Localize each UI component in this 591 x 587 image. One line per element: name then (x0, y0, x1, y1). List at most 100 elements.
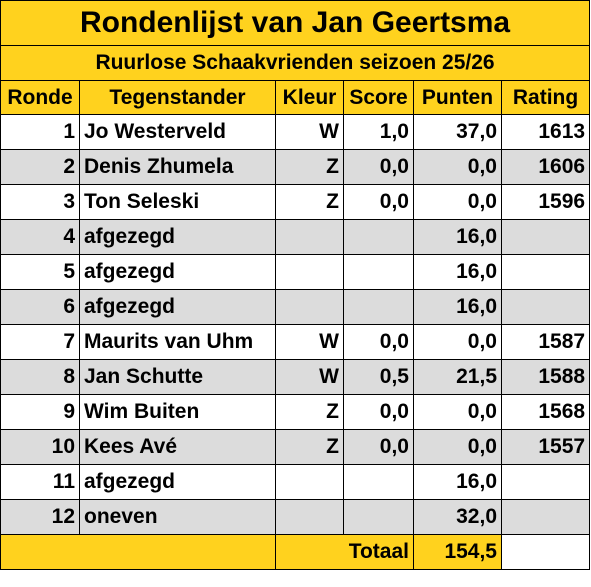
cell-rating (500, 254, 591, 290)
table-row: 5 afgezegd 16,0 (0, 254, 591, 290)
cell-score: 1,0 (343, 114, 414, 150)
cell-tegenstander: Jo Westerveld (79, 114, 276, 150)
cell-ronde: 4 (0, 219, 80, 255)
cell-rating: 1587 (500, 324, 591, 360)
table-row: 10 Kees Avé Z 0,0 0,0 1557 (0, 429, 591, 465)
cell-ronde: 10 (0, 429, 80, 465)
cell-tegenstander: Ton Seleski (79, 184, 276, 220)
header-punten: Punten (413, 80, 502, 115)
cell-punten: 32,0 (413, 499, 502, 535)
cell-kleur (275, 464, 344, 500)
total-spacer (0, 534, 276, 570)
cell-ronde: 2 (0, 149, 80, 185)
cell-tegenstander: afgezegd (79, 289, 276, 325)
cell-punten: 0,0 (413, 429, 502, 465)
cell-tegenstander: Denis Zhumela (79, 149, 276, 185)
cell-score: 0,0 (343, 429, 414, 465)
table-row: 2 Denis Zhumela Z 0,0 0,0 1606 (0, 149, 591, 185)
cell-score (343, 219, 414, 255)
header-row: Ronde Tegenstander Kleur Score Punten Ra… (0, 80, 591, 115)
table-row: 1 Jo Westerveld W 1,0 37,0 1613 (0, 114, 591, 150)
total-rating-empty (500, 534, 591, 570)
page-subtitle: Ruurlose Schaakvrienden seizoen 25/26 (0, 45, 591, 81)
header-kleur: Kleur (275, 80, 344, 115)
cell-score: 0,0 (343, 149, 414, 185)
cell-punten: 21,5 (413, 359, 502, 395)
cell-punten: 0,0 (413, 394, 502, 430)
cell-score: 0,0 (343, 394, 414, 430)
cell-tegenstander: afgezegd (79, 464, 276, 500)
cell-kleur: Z (275, 394, 344, 430)
cell-ronde: 11 (0, 464, 80, 500)
cell-punten: 0,0 (413, 184, 502, 220)
header-ronde: Ronde (0, 80, 80, 115)
cell-rating (500, 499, 591, 535)
cell-score: 0,0 (343, 324, 414, 360)
table-row: 9 Wim Buiten Z 0,0 0,0 1568 (0, 394, 591, 430)
table-row: 6 afgezegd 16,0 (0, 289, 591, 325)
cell-ronde: 5 (0, 254, 80, 290)
cell-rating: 1588 (500, 359, 591, 395)
total-row: Totaal 154,5 (0, 534, 591, 570)
cell-ronde: 9 (0, 394, 80, 430)
table-row: 11 afgezegd 16,0 (0, 464, 591, 500)
cell-ronde: 1 (0, 114, 80, 150)
cell-tegenstander: afgezegd (79, 254, 276, 290)
header-tegenstander: Tegenstander (79, 80, 276, 115)
cell-punten: 16,0 (413, 254, 502, 290)
cell-punten: 0,0 (413, 149, 502, 185)
cell-punten: 16,0 (413, 219, 502, 255)
cell-score: 0,0 (343, 184, 414, 220)
cell-kleur: W (275, 114, 344, 150)
total-value: 154,5 (413, 534, 502, 570)
cell-rating: 1568 (500, 394, 591, 430)
table-row: 3 Ton Seleski Z 0,0 0,0 1596 (0, 184, 591, 220)
cell-tegenstander: Wim Buiten (79, 394, 276, 430)
cell-kleur: W (275, 359, 344, 395)
cell-kleur: Z (275, 149, 344, 185)
cell-rating (500, 219, 591, 255)
cell-score (343, 464, 414, 500)
cell-rating (500, 289, 591, 325)
cell-tegenstander: Jan Schutte (79, 359, 276, 395)
cell-kleur: W (275, 324, 344, 360)
header-rating: Rating (500, 80, 591, 115)
cell-punten: 37,0 (413, 114, 502, 150)
cell-rating: 1557 (500, 429, 591, 465)
cell-ronde: 3 (0, 184, 80, 220)
cell-kleur: Z (275, 184, 344, 220)
cell-tegenstander: Kees Avé (79, 429, 276, 465)
cell-tegenstander: Maurits van Uhm (79, 324, 276, 360)
cell-score (343, 289, 414, 325)
cell-score (343, 254, 414, 290)
cell-rating (500, 464, 591, 500)
cell-rating: 1606 (500, 149, 591, 185)
table-row: 12 oneven 32,0 (0, 499, 591, 535)
total-label: Totaal (275, 534, 414, 570)
cell-kleur (275, 289, 344, 325)
cell-tegenstander: oneven (79, 499, 276, 535)
round-list-table: Rondenlijst van Jan Geertsma Ruurlose Sc… (0, 0, 591, 570)
cell-score: 0,5 (343, 359, 414, 395)
cell-kleur (275, 254, 344, 290)
cell-ronde: 8 (0, 359, 80, 395)
cell-score (343, 499, 414, 535)
cell-ronde: 7 (0, 324, 80, 360)
cell-kleur: Z (275, 429, 344, 465)
table-row: 8 Jan Schutte W 0,5 21,5 1588 (0, 359, 591, 395)
cell-rating: 1613 (500, 114, 591, 150)
cell-kleur (275, 499, 344, 535)
page-title: Rondenlijst van Jan Geertsma (0, 0, 591, 46)
table-row: 4 afgezegd 16,0 (0, 219, 591, 255)
cell-punten: 16,0 (413, 464, 502, 500)
table-row: 7 Maurits van Uhm W 0,0 0,0 1587 (0, 324, 591, 360)
cell-punten: 0,0 (413, 324, 502, 360)
cell-tegenstander: afgezegd (79, 219, 276, 255)
cell-kleur (275, 219, 344, 255)
cell-rating: 1596 (500, 184, 591, 220)
cell-ronde: 6 (0, 289, 80, 325)
cell-punten: 16,0 (413, 289, 502, 325)
header-score: Score (343, 80, 414, 115)
cell-ronde: 12 (0, 499, 80, 535)
